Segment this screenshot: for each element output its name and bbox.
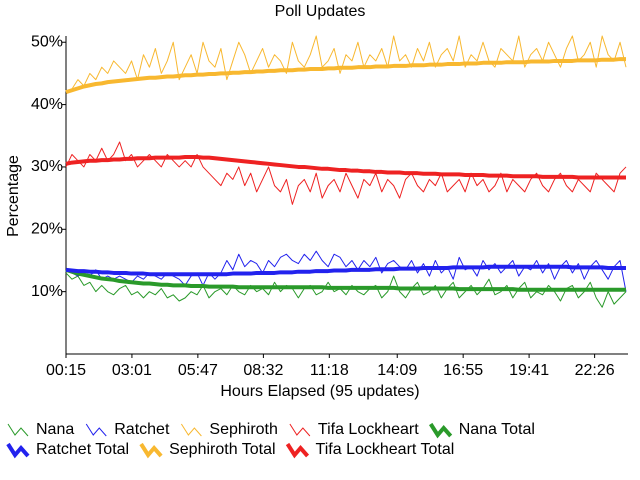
- legend-label: Nana: [36, 421, 74, 438]
- legend-label: Sephiroth Total: [169, 441, 275, 458]
- legend-icon: [6, 442, 30, 459]
- y-tick-label: 10%: [31, 283, 63, 300]
- legend-icon: [289, 423, 311, 437]
- legend-icon: [180, 423, 202, 437]
- legend-icon: [429, 422, 453, 439]
- x-axis-label: Hours Elapsed (95 updates): [220, 383, 419, 400]
- y-tick-label: 40%: [31, 96, 63, 113]
- legend-label: Tifa Lockheart Total: [316, 441, 455, 458]
- x-tick-label: 16:55: [443, 362, 483, 379]
- y-axis-label: Percentage: [5, 155, 22, 237]
- series-line: [65, 272, 627, 308]
- series-line: [65, 267, 626, 292]
- series-line: [65, 264, 626, 277]
- legend-item: Ratchet: [85, 421, 170, 438]
- y-tick-label: 20%: [31, 221, 63, 238]
- legend-item: Tifa Lockheart: [289, 421, 419, 438]
- legend-label: Tifa Lockheart: [318, 421, 419, 438]
- legend-icon: [285, 442, 310, 459]
- x-tick-label: 11:18: [310, 362, 349, 379]
- legend-icon: [7, 423, 29, 437]
- series-line: [65, 35, 627, 93]
- x-tick-label: 00:15: [46, 362, 86, 379]
- x-tick-label: 14:09: [377, 362, 417, 379]
- chart-title: Poll Updates: [275, 3, 366, 20]
- legend-label: Sephiroth: [209, 421, 278, 438]
- legend-icon: [85, 423, 107, 437]
- y-tick-label: 30%: [31, 158, 63, 175]
- legend-icon: [139, 442, 163, 459]
- legend-item: Nana: [7, 421, 74, 438]
- series-line: [65, 154, 626, 180]
- legend-item: Nana Total: [429, 421, 535, 439]
- legend-item: Tifa Lockheart Total: [285, 441, 455, 459]
- x-tick-label: 22:26: [575, 362, 615, 379]
- x-tick-label: 05:47: [178, 362, 218, 379]
- legend-label: Ratchet: [114, 421, 170, 438]
- legend-item: Sephiroth: [180, 421, 278, 438]
- series-line: [65, 141, 627, 205]
- y-tick-label: 50%: [31, 33, 63, 50]
- x-tick-label: 08:32: [243, 362, 283, 379]
- legend-label: Ratchet Total: [36, 441, 129, 458]
- legend-item: Sephiroth Total: [139, 441, 276, 459]
- legend-item: Ratchet Total: [6, 441, 129, 459]
- x-tick-label: 19:41: [509, 362, 549, 379]
- legend-label: Nana Total: [459, 421, 535, 438]
- series-line: [65, 57, 626, 95]
- x-tick-label: 03:01: [112, 362, 152, 379]
